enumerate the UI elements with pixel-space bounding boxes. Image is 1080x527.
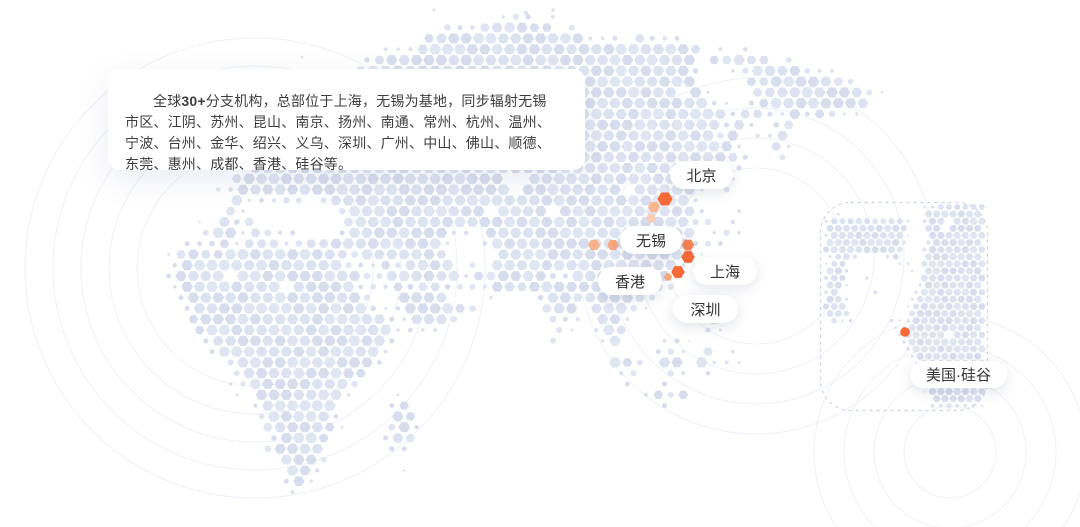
info-card-text: 全球30+分支机构，总部位于上海，无锡为基地，同步辐射无锡市区、江阴、苏州、昆山… [125, 93, 551, 172]
branch-count: 30+ [181, 93, 206, 109]
city-marker-hongkong-shenzhen [671, 266, 685, 278]
city-marker-coast-north-2 [646, 213, 656, 223]
city-markers [588, 192, 910, 337]
city-label-us-silicon-valley: 美国·硅谷 [910, 361, 1007, 388]
us-inset-hex-dots [822, 204, 986, 409]
decor-ring [607, 107, 905, 405]
decor-ring [52, 65, 458, 471]
city-marker-shanghai [681, 251, 695, 263]
city-marker-beijing [657, 192, 673, 206]
info-card: 全球30+分支机构，总部位于上海，无锡为基地，同步辐射无锡市区、江阴、苏州、昆山… [108, 69, 585, 172]
city-label-shanghai: 上海 [693, 257, 757, 285]
decor-ring [813, 315, 1080, 527]
city-marker-coast-east-1 [681, 239, 695, 251]
decor-ring [24, 37, 486, 499]
city-marker-coast-north-1 [648, 201, 660, 213]
decor-ring [903, 405, 997, 499]
city-label-wuxi: 无锡 [620, 226, 682, 254]
sea-speck [551, 8, 555, 12]
sea-speck [464, 32, 468, 36]
city-marker-wuxi-west [607, 239, 619, 251]
city-marker-coast-south-1 [663, 273, 673, 281]
city-marker-inland-west [588, 239, 600, 251]
city-label-shenzhen: 深圳 [673, 295, 738, 323]
city-label-hongkong: 香港 [598, 267, 662, 295]
sea-speck [432, 8, 436, 12]
sea-speck [300, 55, 304, 59]
city-label-beijing: 北京 [670, 161, 733, 189]
sea-speck [523, 10, 529, 16]
city-marker-silicon-valley [900, 327, 910, 337]
